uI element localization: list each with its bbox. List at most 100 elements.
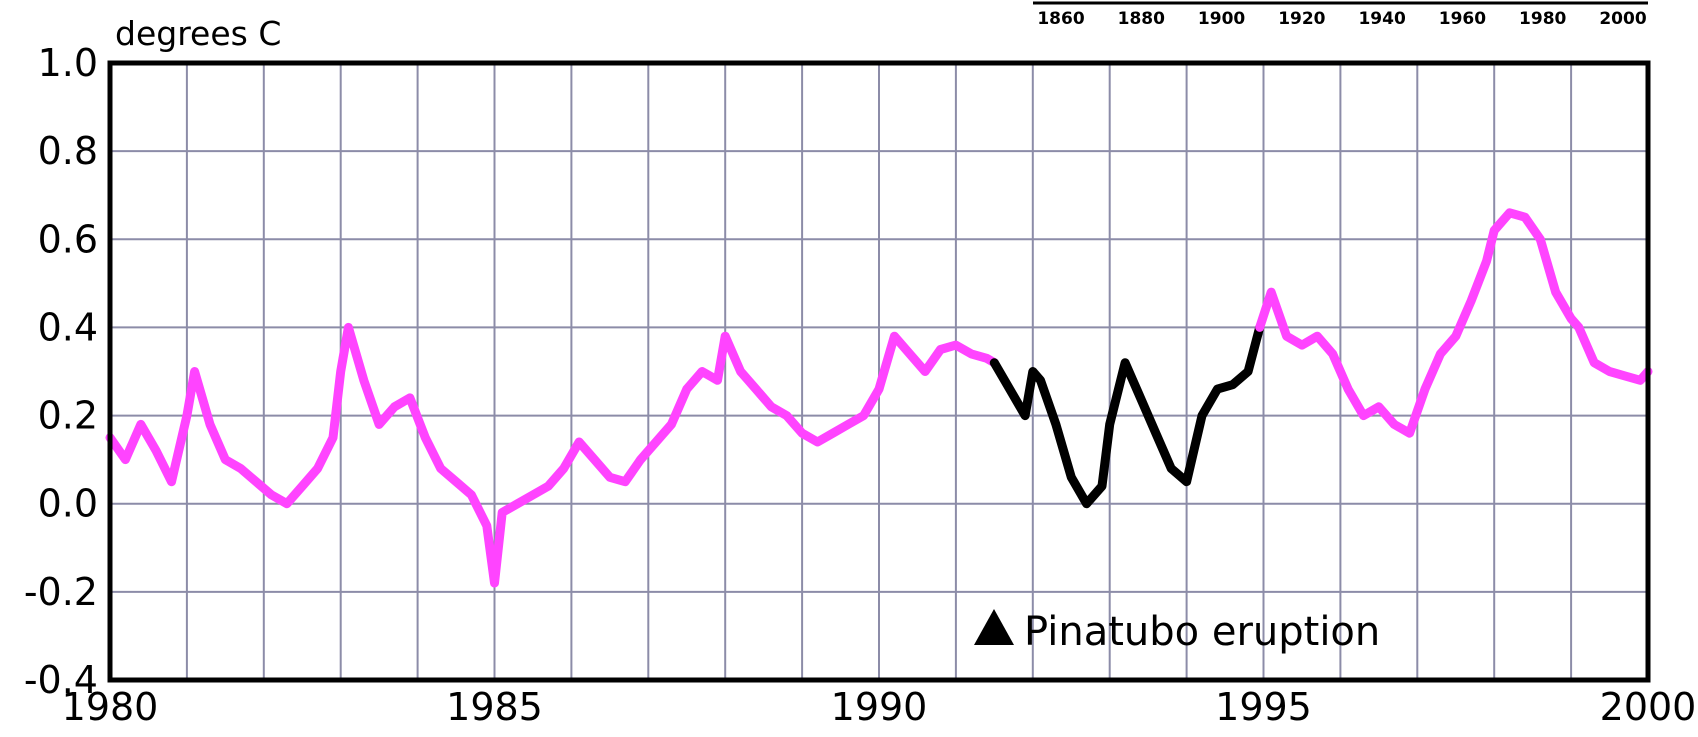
inset-tick-label: 1980: [1519, 9, 1566, 29]
data-point: [845, 421, 852, 428]
pinatubo-annotation: Pinatubo eruption: [974, 609, 1380, 655]
data-point: [860, 412, 867, 419]
data-point: [891, 333, 898, 340]
data-point: [753, 386, 759, 393]
data-point: [1083, 500, 1090, 507]
data-point: [514, 500, 521, 507]
data-point: [237, 465, 244, 472]
inset-tick-label: 1880: [1118, 9, 1165, 29]
data-point: [683, 386, 690, 393]
data-point: [1360, 412, 1367, 419]
data-point: [1214, 386, 1221, 393]
data-point: [1122, 359, 1129, 366]
data-point: [1037, 377, 1044, 384]
y-tick-label: 0.0: [38, 482, 98, 526]
data-point: [453, 478, 460, 485]
series-layer: [105, 208, 1653, 588]
data-point: [499, 509, 506, 516]
data-point: [952, 342, 959, 349]
data-point: [591, 456, 598, 463]
data-point: [1391, 421, 1398, 428]
y-axis-unit-label: degrees C: [115, 14, 281, 53]
y-tick-label: 1.0: [38, 41, 98, 85]
data-point: [222, 456, 229, 463]
plot-frame: [107, 60, 1651, 683]
data-point: [1375, 403, 1382, 410]
data-point: [560, 465, 567, 472]
inset-tick-label: 1860: [1037, 9, 1084, 29]
data-point: [1299, 342, 1305, 349]
inset-timeline-axis: 1860 1880 1900 1920 1940 1960 1980 2000: [1033, 1, 1648, 29]
data-point: [1329, 350, 1336, 357]
data-point: [1422, 386, 1428, 393]
annotation-label: Pinatubo eruption: [1024, 609, 1380, 655]
data-point: [1245, 368, 1252, 375]
data-point: [1406, 430, 1413, 437]
data-point: [330, 434, 336, 441]
data-point: [207, 421, 213, 428]
data-point: [814, 439, 821, 445]
data-point: [876, 386, 882, 393]
data-point: [253, 478, 260, 485]
data-point: [137, 421, 144, 428]
data-point: [1437, 350, 1444, 357]
data-point: [1283, 333, 1290, 340]
data-point: [983, 355, 990, 362]
y-tick-label: 0.6: [38, 217, 98, 261]
data-point: [376, 421, 383, 428]
data-point: [1106, 421, 1113, 428]
data-point: [1552, 289, 1559, 296]
data-point: [360, 377, 367, 384]
inset-tick-label: 1960: [1439, 9, 1486, 29]
data-point: [1068, 474, 1075, 481]
y-tick-label: -0.2: [24, 570, 98, 614]
data-point: [1256, 324, 1263, 331]
data-point: [268, 491, 275, 498]
data-point: [391, 403, 398, 410]
data-point: [1229, 381, 1236, 388]
data-point: [1183, 478, 1190, 485]
data-point: [1452, 333, 1459, 340]
data-point: [768, 403, 775, 410]
data-point: [1491, 227, 1498, 234]
inset-tick-label: 1920: [1278, 9, 1325, 29]
data-point: [1345, 386, 1352, 393]
data-point: [1137, 394, 1144, 401]
data-point: [968, 350, 975, 357]
x-tick-label: 1985: [446, 685, 543, 729]
data-point: [922, 368, 929, 375]
data-point: [1506, 209, 1513, 216]
data-point: [1591, 359, 1598, 366]
inset-tick-label: 1900: [1198, 9, 1245, 29]
data-point: [722, 333, 729, 340]
triangle-marker-icon: [974, 609, 1014, 645]
x-tick-label: 1990: [831, 685, 928, 729]
data-point: [1568, 315, 1575, 322]
data-point: [1637, 377, 1644, 384]
x-tick-label: 1995: [1215, 685, 1312, 729]
data-point: [483, 522, 490, 529]
data-point: [314, 465, 321, 472]
data-point: [622, 478, 629, 485]
y-tick-label: 0.8: [38, 129, 98, 173]
data-point: [299, 483, 306, 490]
inset-tick-label: 1940: [1358, 9, 1405, 29]
y-tick-label: 0.4: [38, 305, 98, 349]
series-line-3: [1255, 208, 1653, 438]
data-point: [1522, 214, 1528, 221]
data-point: [545, 483, 552, 490]
data-point: [606, 474, 613, 481]
data-point: [991, 359, 998, 366]
data-point: [799, 430, 806, 437]
data-point: [153, 447, 160, 454]
data-point: [491, 580, 498, 586]
data-point: [406, 394, 413, 401]
data-point: [468, 491, 475, 498]
data-point: [737, 368, 744, 375]
data-point: [122, 456, 129, 463]
data-point: [653, 439, 659, 445]
data-point: [783, 412, 790, 419]
data-point: [1314, 333, 1321, 340]
